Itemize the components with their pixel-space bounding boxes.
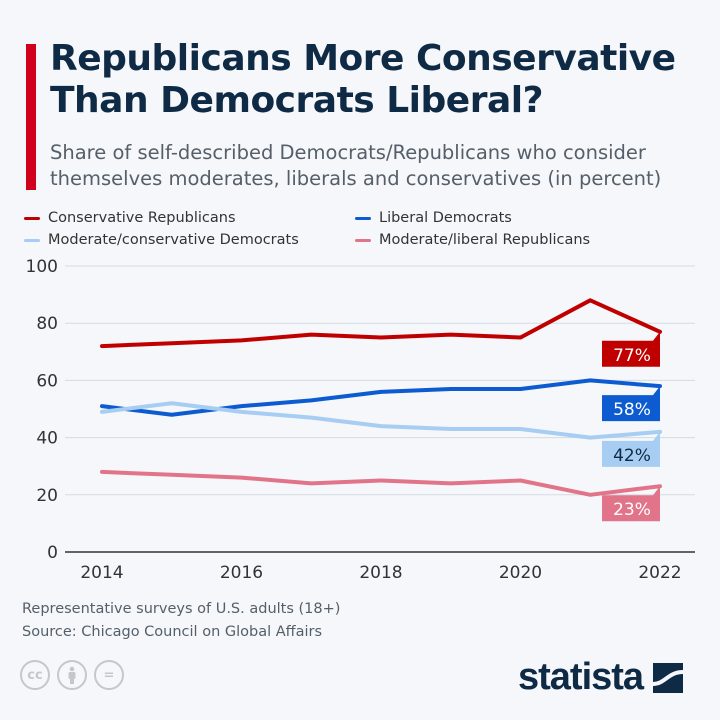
survey-note: Representative surveys of U.S. adults (1… bbox=[22, 601, 341, 617]
license-icons: cc = bbox=[20, 660, 124, 690]
legend-item-moderate-republicans: Moderate/liberal Republicans bbox=[355, 232, 590, 248]
end-label: 77% bbox=[613, 346, 651, 366]
statista-logo-icon bbox=[653, 662, 684, 693]
cc-icon[interactable]: cc bbox=[20, 660, 50, 690]
legend-item-moderate-democrats: Moderate/conservative Democrats bbox=[24, 232, 299, 248]
statista-logo[interactable]: statista bbox=[518, 656, 684, 699]
accent-bar bbox=[26, 44, 36, 190]
series-line-3 bbox=[100, 469, 662, 497]
legend-label: Conservative Republicans bbox=[48, 210, 236, 226]
chart-subtitle: Share of self-described Democrats/Republ… bbox=[50, 141, 662, 190]
legend-item-conservative-republicans: Conservative Republicans bbox=[24, 210, 236, 226]
end-label-box bbox=[602, 331, 660, 367]
end-label: 23% bbox=[613, 500, 651, 520]
x-tick-label: 2016 bbox=[220, 563, 263, 583]
x-tick-label: 2022 bbox=[638, 563, 681, 583]
legend-swatch bbox=[24, 216, 40, 220]
series-line-1 bbox=[100, 378, 662, 417]
footnote: Representative surveys of U.S. adults (1… bbox=[22, 598, 340, 644]
series-line-2 bbox=[100, 401, 662, 440]
x-tick-label: 2014 bbox=[80, 563, 123, 583]
end-label: 58% bbox=[613, 400, 651, 420]
end-label-box bbox=[602, 386, 660, 422]
end-label: 42% bbox=[613, 446, 651, 466]
legend-swatch bbox=[355, 238, 371, 242]
x-tick-label: 2020 bbox=[499, 563, 542, 583]
y-tick-label: 0 bbox=[47, 543, 58, 563]
y-tick-label: 20 bbox=[36, 486, 58, 506]
legend-label: Moderate/liberal Republicans bbox=[379, 232, 591, 248]
end-label-box bbox=[602, 486, 660, 522]
source-note: Source: Chicago Council on Global Affair… bbox=[22, 624, 323, 640]
y-tick-label: 40 bbox=[36, 429, 58, 449]
line-chart: 0 20 40 60 80 100 2014 2016 2018 2020 2022 77% 58% 42… bbox=[26, 257, 695, 583]
legend-swatch bbox=[24, 238, 40, 242]
legend-label: Moderate/conservative Democrats bbox=[48, 232, 299, 248]
x-tick-label: 2018 bbox=[359, 563, 402, 583]
y-tick-label: 100 bbox=[26, 257, 58, 277]
equals-icon[interactable]: = bbox=[94, 660, 124, 690]
person-icon[interactable] bbox=[57, 660, 87, 690]
y-tick-label: 60 bbox=[36, 371, 58, 391]
legend-item-liberal-democrats: Liberal Democrats bbox=[355, 210, 512, 226]
legend-swatch bbox=[355, 216, 371, 220]
brand-name: statista bbox=[518, 656, 644, 698]
legend-label: Liberal Democrats bbox=[379, 210, 512, 226]
y-tick-label: 80 bbox=[36, 314, 58, 334]
end-label-box bbox=[602, 431, 660, 467]
chart-title: Republicans More Conservative Than Democ… bbox=[50, 38, 676, 121]
